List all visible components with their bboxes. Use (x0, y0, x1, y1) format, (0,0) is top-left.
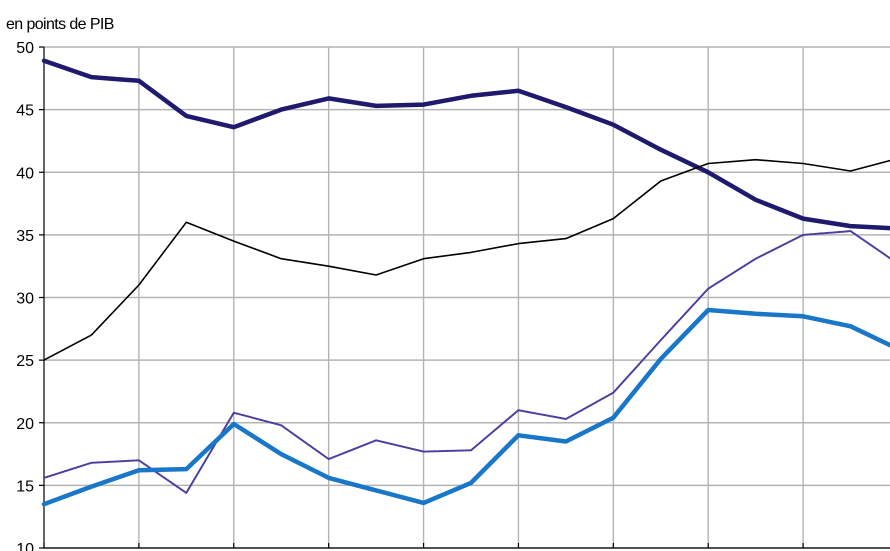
y-tick-label: 15 (16, 478, 34, 495)
y-tick-label: 35 (16, 228, 34, 245)
series-line-3 (43, 230, 890, 494)
y-tick-label: 40 (16, 165, 34, 182)
unit-label: en points de PIB (6, 16, 114, 33)
y-tick-labels: 50 45 40 35 30 25 20 15 10 (16, 40, 34, 551)
series-line-4 (41, 307, 890, 507)
series-lines (41, 58, 890, 507)
y-tick-label: 20 (16, 416, 34, 433)
y-tick-label: 30 (16, 291, 34, 308)
y-tick-label: 45 (16, 103, 34, 120)
y-tick-label: 50 (16, 40, 34, 57)
axes (39, 46, 890, 549)
grid (44, 46, 890, 549)
series-line-1 (41, 58, 890, 231)
y-tick-label: 10 (16, 541, 34, 551)
series-line-2 (43, 158, 890, 361)
y-tick-label: 25 (16, 353, 34, 370)
